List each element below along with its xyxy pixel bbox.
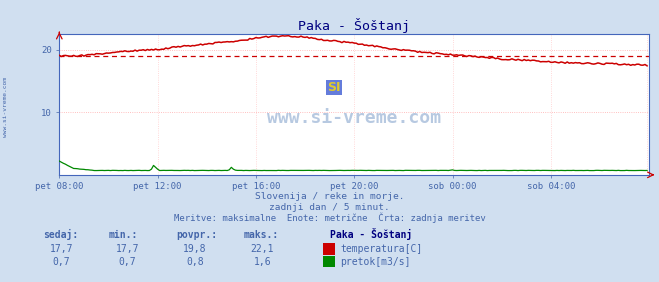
Text: 19,8: 19,8: [183, 244, 207, 254]
Text: povpr.:: povpr.:: [177, 230, 217, 240]
Text: sedaj:: sedaj:: [43, 229, 78, 240]
Text: 1,6: 1,6: [254, 257, 271, 267]
Text: temperatura[C]: temperatura[C]: [340, 244, 422, 254]
Text: www.si-vreme.com: www.si-vreme.com: [3, 77, 8, 137]
Text: 0,8: 0,8: [186, 257, 204, 267]
Text: 17,7: 17,7: [115, 244, 139, 254]
Text: 0,7: 0,7: [53, 257, 70, 267]
Text: maks.:: maks.:: [244, 230, 279, 240]
Text: SI: SI: [327, 81, 340, 94]
Text: Slovenija / reke in morje.: Slovenija / reke in morje.: [255, 192, 404, 201]
Text: www.si-vreme.com: www.si-vreme.com: [267, 109, 442, 127]
Text: 22,1: 22,1: [250, 244, 274, 254]
Text: 0,7: 0,7: [119, 257, 136, 267]
Text: zadnji dan / 5 minut.: zadnji dan / 5 minut.: [269, 203, 390, 212]
Title: Paka - Šoštanj: Paka - Šoštanj: [299, 18, 410, 33]
Text: Meritve: maksimalne  Enote: metrične  Črta: zadnja meritev: Meritve: maksimalne Enote: metrične Črta…: [173, 213, 486, 223]
Text: min.:: min.:: [109, 230, 138, 240]
Text: 17,7: 17,7: [49, 244, 73, 254]
Text: pretok[m3/s]: pretok[m3/s]: [340, 257, 411, 267]
Text: Paka - Šoštanj: Paka - Šoštanj: [330, 228, 412, 240]
